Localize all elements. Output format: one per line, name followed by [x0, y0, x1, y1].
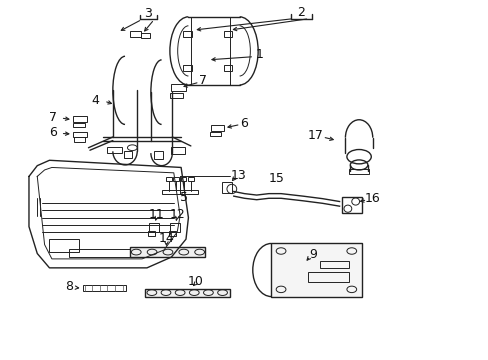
Bar	[149, 223, 159, 232]
Bar	[221, 182, 232, 193]
Text: 6: 6	[49, 126, 57, 139]
Text: 8: 8	[65, 280, 73, 293]
Bar	[223, 65, 232, 71]
Bar	[154, 151, 163, 159]
Bar	[82, 285, 126, 291]
Text: 7: 7	[49, 111, 57, 124]
Bar	[171, 147, 184, 154]
Bar	[170, 223, 180, 232]
Bar	[161, 190, 198, 194]
Text: 9: 9	[308, 248, 316, 261]
Bar	[271, 243, 361, 297]
Bar	[171, 84, 185, 91]
Bar	[49, 239, 79, 252]
Text: 14: 14	[158, 232, 174, 245]
Bar	[165, 177, 171, 181]
Bar	[180, 177, 186, 181]
Bar	[182, 31, 192, 37]
Bar	[123, 150, 132, 158]
Text: 7: 7	[199, 74, 206, 87]
Bar	[144, 289, 229, 297]
Bar	[307, 272, 348, 282]
Bar	[107, 147, 122, 153]
Text: 3: 3	[144, 7, 152, 20]
Bar	[170, 93, 182, 98]
Bar	[73, 132, 86, 137]
Bar	[341, 197, 361, 213]
Text: 6: 6	[240, 117, 248, 130]
Text: 10: 10	[187, 275, 203, 288]
Bar	[182, 65, 192, 71]
Bar	[130, 31, 141, 37]
Text: 12: 12	[169, 208, 184, 221]
Bar	[223, 31, 232, 37]
Text: 4: 4	[92, 94, 100, 107]
Text: 15: 15	[268, 172, 284, 185]
Bar	[169, 231, 176, 235]
Text: 17: 17	[306, 129, 323, 142]
Text: 11: 11	[148, 208, 164, 221]
Bar	[320, 261, 348, 268]
Bar	[73, 116, 87, 122]
Bar	[74, 137, 84, 141]
Bar	[210, 132, 221, 136]
Bar	[348, 169, 368, 174]
Bar	[211, 125, 224, 131]
Bar	[73, 123, 85, 127]
Bar	[148, 231, 155, 235]
Bar	[141, 33, 150, 39]
Bar	[130, 247, 205, 257]
Text: 1: 1	[255, 48, 263, 61]
Text: 5: 5	[179, 191, 187, 204]
Text: 13: 13	[230, 169, 245, 182]
Bar	[187, 177, 193, 181]
Text: 2: 2	[297, 6, 305, 19]
Bar	[173, 177, 179, 181]
Bar	[69, 249, 137, 257]
Text: 16: 16	[364, 192, 379, 205]
